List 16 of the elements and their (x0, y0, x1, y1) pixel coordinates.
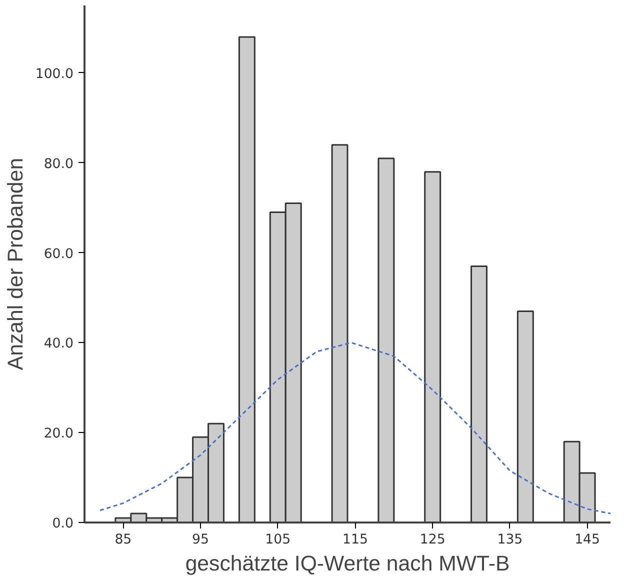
x-tick-label: 85 (114, 532, 132, 548)
y-tick-label: 80.0 (44, 156, 74, 172)
y-tick-label: 60.0 (44, 246, 74, 262)
line-series (99, 342, 610, 514)
x-tick-label: 125 (420, 532, 446, 548)
x-tick-label: 95 (192, 532, 210, 548)
y-axis-title: Anzahl der Probanden (3, 158, 28, 370)
x-tick-label: 115 (342, 532, 368, 548)
y-tick-label: 0.0 (52, 516, 74, 532)
y-tick-label: 100.0 (35, 66, 74, 82)
y-tick-label: 40.0 (44, 336, 74, 352)
x-tick-label: 105 (265, 532, 291, 548)
x-tick-label: 135 (497, 532, 523, 548)
y-tick-label: 20.0 (44, 426, 74, 442)
x-tick-label: 145 (574, 532, 600, 548)
x-axis-title: geschätzte IQ-Werte nach MWT-B (185, 552, 510, 576)
